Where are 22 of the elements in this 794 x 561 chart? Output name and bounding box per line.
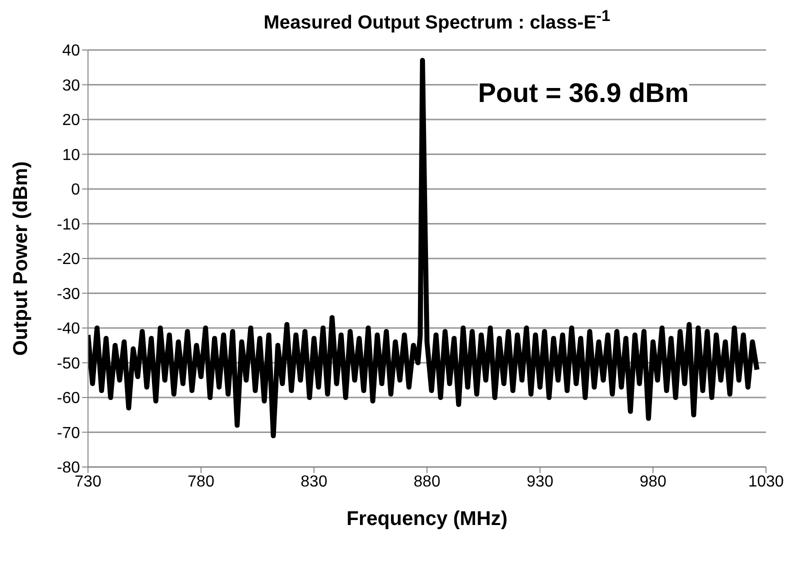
y-tick-label: 40	[62, 42, 80, 60]
x-tick-label: 930	[526, 473, 554, 490]
x-tick-label: 780	[188, 473, 214, 490]
chart-title: Measured Output Spectrum : class-E$^{-1}$	[262, 8, 612, 36]
x-axis-title: Frequency (MHz)	[346, 508, 508, 530]
annotation: Pout = 36.9 dBm	[478, 78, 689, 109]
y-tick-label: 30	[62, 77, 80, 94]
y-tick-label: -60	[56, 390, 80, 408]
y-tick-label: 10	[62, 146, 80, 164]
x-tick-label: 830	[300, 473, 328, 490]
y-tick-label: -20	[56, 251, 80, 268]
x-tick-label: 1030	[748, 473, 784, 490]
y-tick-label: -50	[56, 355, 80, 372]
y-tick-label: -40	[56, 320, 80, 338]
x-tick-label: 980	[640, 473, 666, 490]
y-tick-label: 0	[71, 182, 80, 199]
y-tick-label: -30	[56, 286, 80, 303]
x-tick-label: 880	[414, 473, 440, 490]
y-tick-label: -10	[56, 216, 80, 234]
y-tick-label: 20	[62, 112, 80, 130]
y-tick-label: -70	[56, 424, 80, 442]
y-axis-title: Output Power (dBm)	[10, 161, 32, 356]
